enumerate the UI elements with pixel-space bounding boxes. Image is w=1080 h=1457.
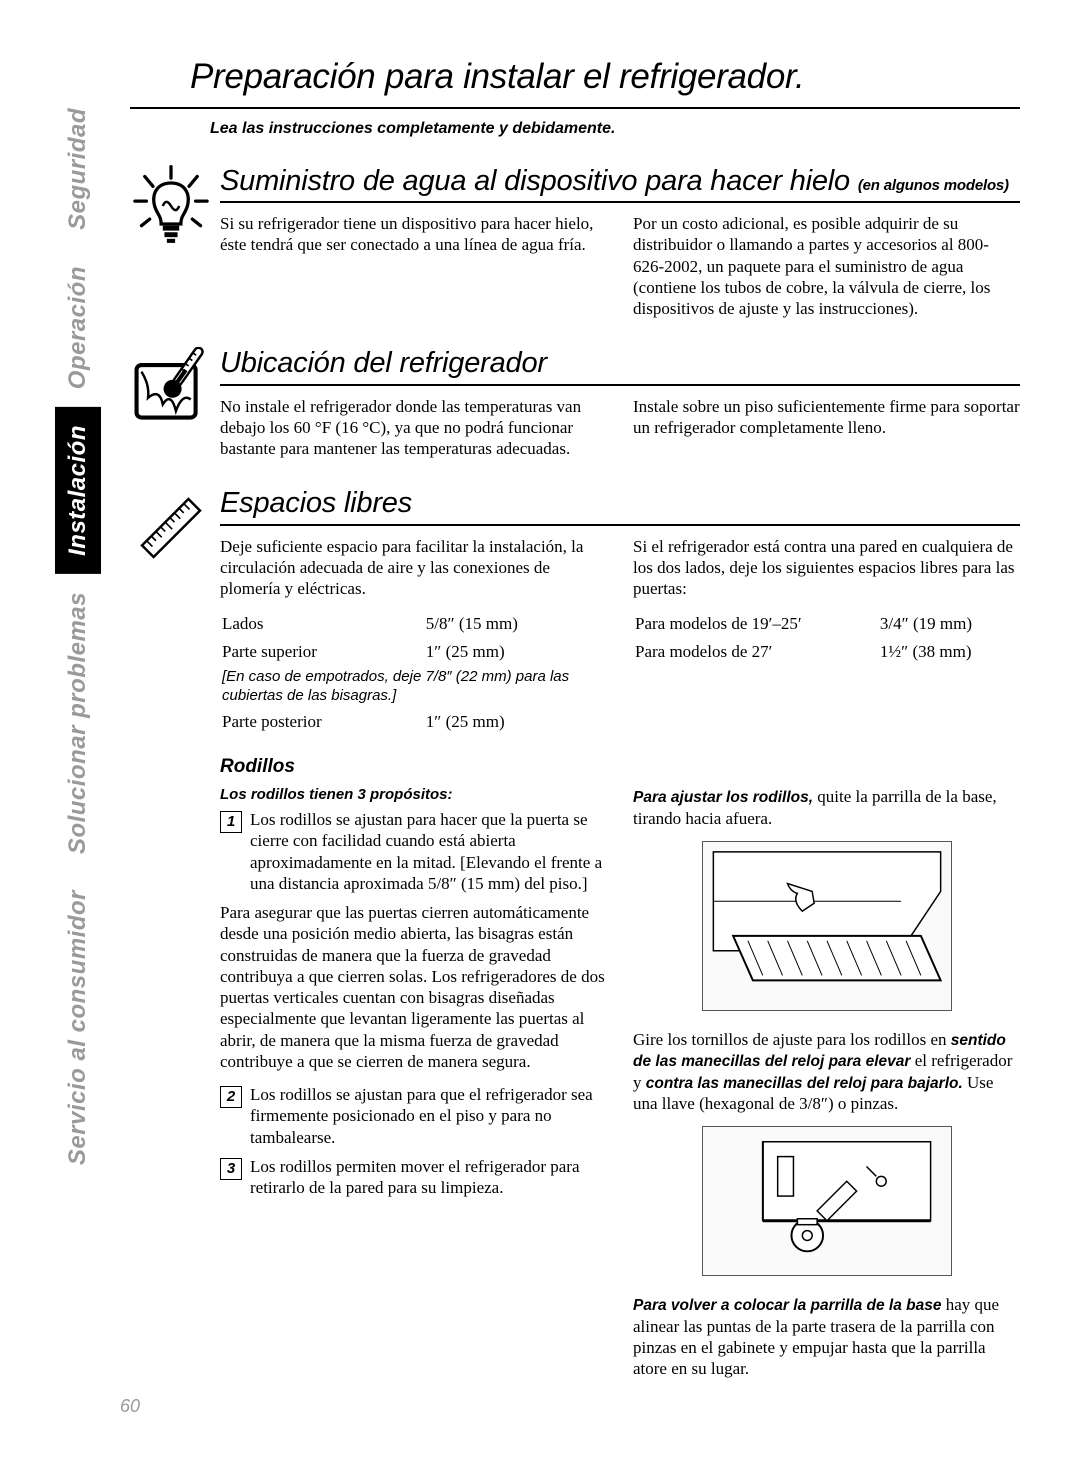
rollers-right-2: Gire los tornillos de ajuste para los ro…	[633, 1029, 1020, 1114]
clearances-text-1: Deje suficiente espacio para facilitar l…	[220, 536, 607, 600]
spec-value: 5/8″ (15 mm)	[426, 611, 605, 636]
spec-value: 1″ (25 mm)	[426, 709, 605, 734]
spec-note: [En caso de empotrados, deje 7/8″ (22 mm…	[222, 666, 605, 708]
rollers-paragraph: Para asegurar que las puertas cierren au…	[220, 902, 607, 1072]
spec-value: 3/4″ (19 mm)	[880, 611, 1018, 636]
side-tabs: Seguridad Operación Instalación Solucion…	[55, 90, 105, 1183]
location-col-1: No instale el refrigerador donde las tem…	[220, 396, 607, 460]
spec-value: 1″ (25 mm)	[426, 639, 605, 664]
tab-instalacion: Instalación	[55, 407, 101, 574]
clearances-table-left: Lados 5/8″ (15 mm) Parte superior 1″ (25…	[220, 609, 607, 736]
spec-value: 1½″ (38 mm)	[880, 639, 1018, 664]
table-row: Lados 5/8″ (15 mm)	[222, 611, 605, 636]
lightbulb-tip-icon	[130, 163, 220, 320]
ruler-icon	[130, 485, 220, 1391]
roller-item-1: Los rodillos se ajustan para hacer que l…	[250, 809, 607, 894]
tab-operacion: Operación	[55, 248, 101, 407]
section-heading-clearances: Espacios libres	[220, 485, 1020, 525]
spec-label: Parte superior	[222, 639, 424, 664]
rollers-lead: Los rodillos tienen 3 propósitos:	[220, 786, 607, 805]
roller-item-2: Los rodillos se ajustan para que el refr…	[250, 1084, 607, 1148]
section-heading-location: Ubicación del refrigerador	[220, 345, 1020, 385]
bold-text: Para ajustar los rodillos,	[633, 789, 813, 806]
bold-text: contra las manecillas del reloj para baj…	[646, 1075, 963, 1092]
table-row: Parte posterior 1″ (25 mm)	[222, 709, 605, 734]
base-grille-removal-illustration	[702, 841, 952, 1011]
table-row: Para modelos de 27′ 1½″ (38 mm)	[635, 639, 1018, 664]
section-heading-water: Suministro de agua al dispositivo para h…	[220, 163, 1020, 203]
spec-label: Parte posterior	[222, 709, 424, 734]
roller-item-3: Los rodillos permiten mover el refrigera…	[250, 1156, 607, 1199]
section-location: Ubicación del refrigerador No instale el…	[130, 345, 1020, 459]
table-row: Parte superior 1″ (25 mm)	[222, 639, 605, 664]
table-row: Para modelos de 19′–25′ 3/4″ (19 mm)	[635, 611, 1018, 636]
spec-label: Para modelos de 27′	[635, 639, 878, 664]
section-water-supply: Suministro de agua al dispositivo para h…	[130, 163, 1020, 320]
water-col-2: Por un costo adicional, es posible adqui…	[633, 213, 1020, 319]
page-number: 60	[120, 1395, 140, 1418]
water-col-1: Si su refrigerador tiene un dispositivo …	[220, 213, 607, 319]
clearances-text-2: Si el refrigerador está contra una pared…	[633, 536, 1020, 600]
number-box-2: 2	[220, 1086, 242, 1108]
clearances-table-right: Para modelos de 19′–25′ 3/4″ (19 mm) Par…	[633, 609, 1020, 666]
location-col-2: Instale sobre un piso suficientemente fi…	[633, 396, 1020, 460]
sub-heading-rollers: Rodillos	[220, 755, 1020, 779]
spec-label: Para modelos de 19′–25′	[635, 611, 878, 636]
rollers-right-1: Para ajustar los rodillos, quite la parr…	[633, 786, 1020, 829]
number-box-1: 1	[220, 811, 242, 833]
text: Gire los tornillos de ajuste para los ro…	[633, 1030, 951, 1049]
tab-seguridad: Seguridad	[55, 90, 101, 248]
section-clearances: Espacios libres Deje suficiente espacio …	[130, 485, 1020, 1391]
list-item: 2 Los rodillos se ajustan para que el re…	[220, 1084, 607, 1148]
heading-sub: (en algunos modelos)	[858, 177, 1009, 194]
thermometer-icon	[130, 345, 220, 459]
tab-solucionar: Solucionar problemas	[55, 574, 101, 872]
list-item: 3 Los rodillos permiten mover el refrige…	[220, 1156, 607, 1199]
spec-label: Lados	[222, 611, 424, 636]
roller-adjustment-illustration	[702, 1126, 952, 1276]
instruction-line: Lea las instrucciones completamente y de…	[210, 119, 1020, 139]
bold-text: Para volver a colocar la parrilla de la …	[633, 1297, 941, 1314]
rollers-right-3: Para volver a colocar la parrilla de la …	[633, 1294, 1020, 1379]
number-box-3: 3	[220, 1158, 242, 1180]
list-item: 1 Los rodillos se ajustan para hacer que…	[220, 809, 607, 894]
heading-text: Suministro de agua al dispositivo para h…	[220, 165, 850, 197]
title-rule	[130, 107, 1020, 109]
tab-servicio: Servicio al consumidor	[55, 872, 101, 1183]
page-title: Preparación para instalar el refrigerado…	[190, 55, 1020, 99]
